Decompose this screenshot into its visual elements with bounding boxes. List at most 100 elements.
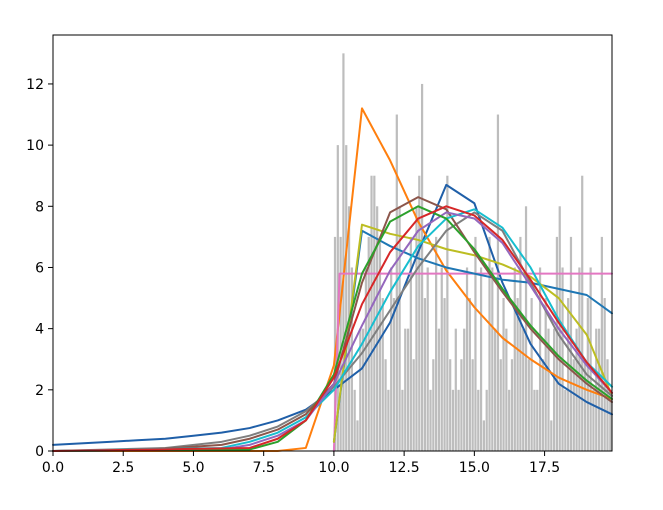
histogram-bar xyxy=(479,267,483,451)
histogram-bar xyxy=(519,236,522,451)
histogram-bar xyxy=(446,175,449,452)
histogram-bar xyxy=(541,359,544,451)
histogram-bar xyxy=(426,267,429,451)
series-line-8 xyxy=(52,208,613,452)
histogram-bar xyxy=(415,206,418,451)
histogram-bar xyxy=(356,420,359,451)
histogram-bar xyxy=(527,359,530,451)
histogram-bar xyxy=(440,267,443,451)
histogram-bar xyxy=(342,53,345,452)
y-tick-label: 12 xyxy=(26,77,44,93)
histogram-bar xyxy=(578,267,581,451)
histogram-bar xyxy=(443,298,446,451)
histogram-bar xyxy=(505,328,508,451)
axes: 0.0 2.5 5.0 7.5 10.0 12.5 15.0 17.5 0 2 4 6 8 10 12 xyxy=(26,34,613,476)
histogram-bar xyxy=(418,175,421,452)
y-tick-label: 6 xyxy=(35,260,44,276)
plot-frame xyxy=(52,34,613,452)
histogram-bar xyxy=(536,389,539,451)
histogram-bar xyxy=(364,267,368,451)
histogram-bar xyxy=(378,236,382,451)
histogram-bar xyxy=(387,389,390,451)
series-line-2 xyxy=(52,107,613,452)
histogram-bar xyxy=(603,298,606,451)
histogram-bar xyxy=(381,298,384,451)
histogram-bar xyxy=(460,359,463,451)
histogram-bar xyxy=(522,328,525,451)
histogram-bar xyxy=(392,298,396,451)
x-tick-label: 2.5 xyxy=(112,460,134,476)
x-tick-label: 10.0 xyxy=(318,460,349,476)
histogram-bar xyxy=(361,328,365,451)
histogram-bar xyxy=(606,359,609,451)
histogram-bar xyxy=(572,359,575,451)
histogram-bar xyxy=(437,328,441,451)
histogram-bar xyxy=(502,298,505,451)
series-lines xyxy=(52,107,613,452)
histogram-bar xyxy=(370,175,373,452)
histogram-bar xyxy=(530,298,533,451)
histogram-bar xyxy=(592,389,595,451)
histogram-bar xyxy=(432,359,435,451)
histogram-bar xyxy=(544,298,547,451)
histogram-bar xyxy=(575,328,578,451)
y-tick-label: 8 xyxy=(35,199,44,215)
x-tick-label: 15.0 xyxy=(459,460,490,476)
histogram-bar xyxy=(513,267,516,451)
histogram-bar xyxy=(491,267,494,451)
series-line-7 xyxy=(52,196,613,452)
histogram-bar xyxy=(406,328,410,451)
histogram-bar xyxy=(510,359,514,451)
histogram-bar xyxy=(401,389,404,451)
histogram-bar xyxy=(609,389,612,451)
y-tick-label: 0 xyxy=(35,444,44,460)
histogram-bar xyxy=(589,267,592,451)
y-tick-label: 4 xyxy=(35,322,44,338)
histogram-bar xyxy=(494,328,497,451)
histogram-bar xyxy=(468,298,471,451)
histogram-bar xyxy=(435,236,438,451)
series-line-9 xyxy=(52,211,613,452)
histogram-bar xyxy=(359,328,362,451)
histogram-bar xyxy=(353,389,356,451)
histogram-bar xyxy=(474,236,477,451)
histogram-bar xyxy=(555,236,559,451)
histogram-bar xyxy=(463,328,466,451)
histogram-bar xyxy=(567,298,570,451)
x-tick-label: 5.0 xyxy=(182,460,204,476)
histogram-bar xyxy=(581,175,584,452)
histogram-bar xyxy=(524,206,528,451)
histogram-bar xyxy=(429,389,432,451)
histogram-bar xyxy=(564,389,567,451)
series-line-5 xyxy=(332,223,613,443)
histogram-bar xyxy=(398,206,401,451)
series-line-3 xyxy=(332,272,613,452)
histogram-bar xyxy=(339,236,342,451)
histogram-bar xyxy=(499,359,502,451)
histogram-bar xyxy=(420,83,424,452)
histogram-bar xyxy=(404,328,407,451)
histogram-bar xyxy=(333,236,337,451)
histogram-bar xyxy=(409,236,412,451)
histogram-bar xyxy=(485,389,488,451)
histogram-bar xyxy=(600,236,603,451)
histogram-bar xyxy=(449,359,452,451)
histogram-bar xyxy=(412,359,415,451)
histogram-bar xyxy=(457,389,460,451)
histogram-bar xyxy=(553,328,556,451)
x-tick-label: 17.5 xyxy=(529,460,560,476)
histogram-bar xyxy=(508,389,511,451)
histogram-bar xyxy=(547,328,550,451)
histogram-bar xyxy=(451,389,455,451)
y-tick-label: 2 xyxy=(35,383,44,399)
histogram-bar xyxy=(345,145,348,451)
x-tick-label: 7.5 xyxy=(253,460,275,476)
histogram-bar xyxy=(538,267,542,451)
histogram-bar xyxy=(384,359,387,451)
histogram-bar xyxy=(488,236,491,451)
histogram-bar xyxy=(516,298,519,451)
histogram-bar xyxy=(465,267,469,451)
histogram-bar xyxy=(533,389,536,451)
histogram-bar xyxy=(482,420,485,451)
